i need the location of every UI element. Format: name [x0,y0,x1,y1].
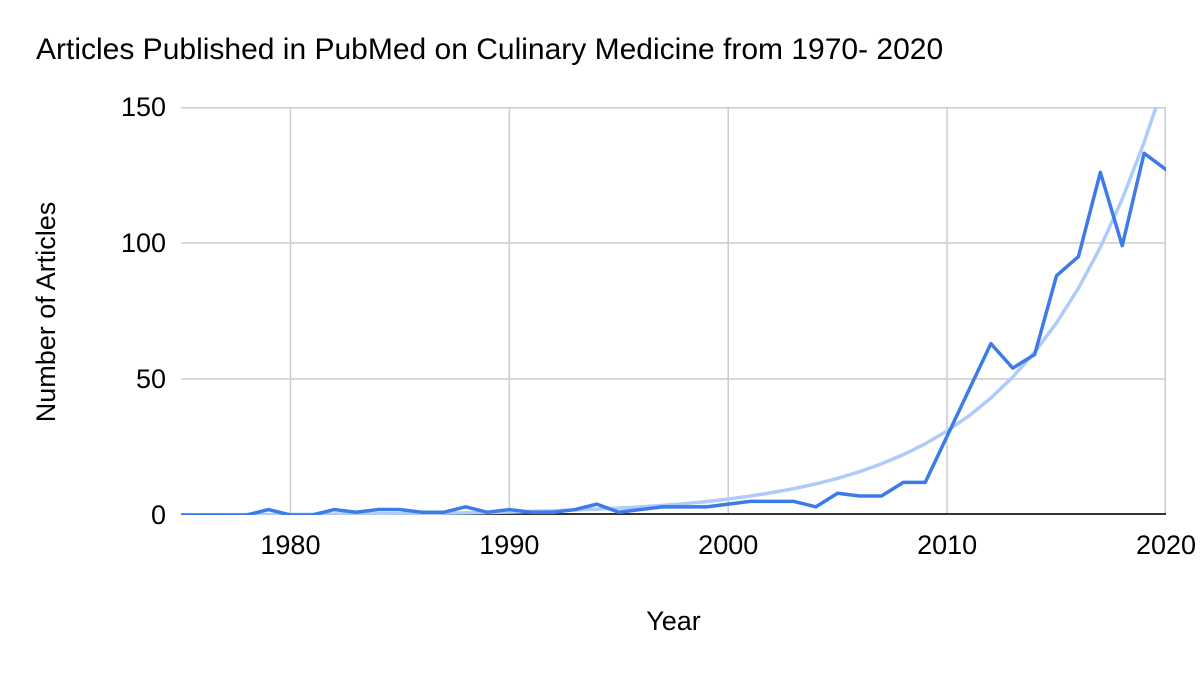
chart-title: Articles Published in PubMed on Culinary… [36,33,944,66]
line-chart-svg [181,107,1166,515]
plot-area [181,107,1166,515]
x-tick-label-2020: 2020 [1135,530,1197,560]
x-axis-title: Year [646,606,701,636]
y-tick-label-150: 150 [120,92,166,122]
x-tick-label-2000: 2000 [698,530,759,560]
y-tick-label-0: 0 [150,500,166,530]
x-tick-label-2010: 2010 [917,530,978,560]
x-tick-label-1980: 1980 [260,530,321,560]
x-tick-label-1990: 1990 [479,530,540,560]
y-tick-label-50: 50 [135,364,166,394]
trendline-series [181,107,1158,515]
articles-series [181,151,1166,515]
y-tick-label-100: 100 [120,228,166,258]
y-axis-title: Number of Articles [31,201,61,423]
